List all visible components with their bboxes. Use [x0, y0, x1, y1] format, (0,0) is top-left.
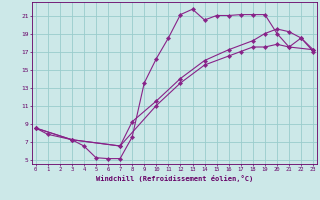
- X-axis label: Windchill (Refroidissement éolien,°C): Windchill (Refroidissement éolien,°C): [96, 175, 253, 182]
